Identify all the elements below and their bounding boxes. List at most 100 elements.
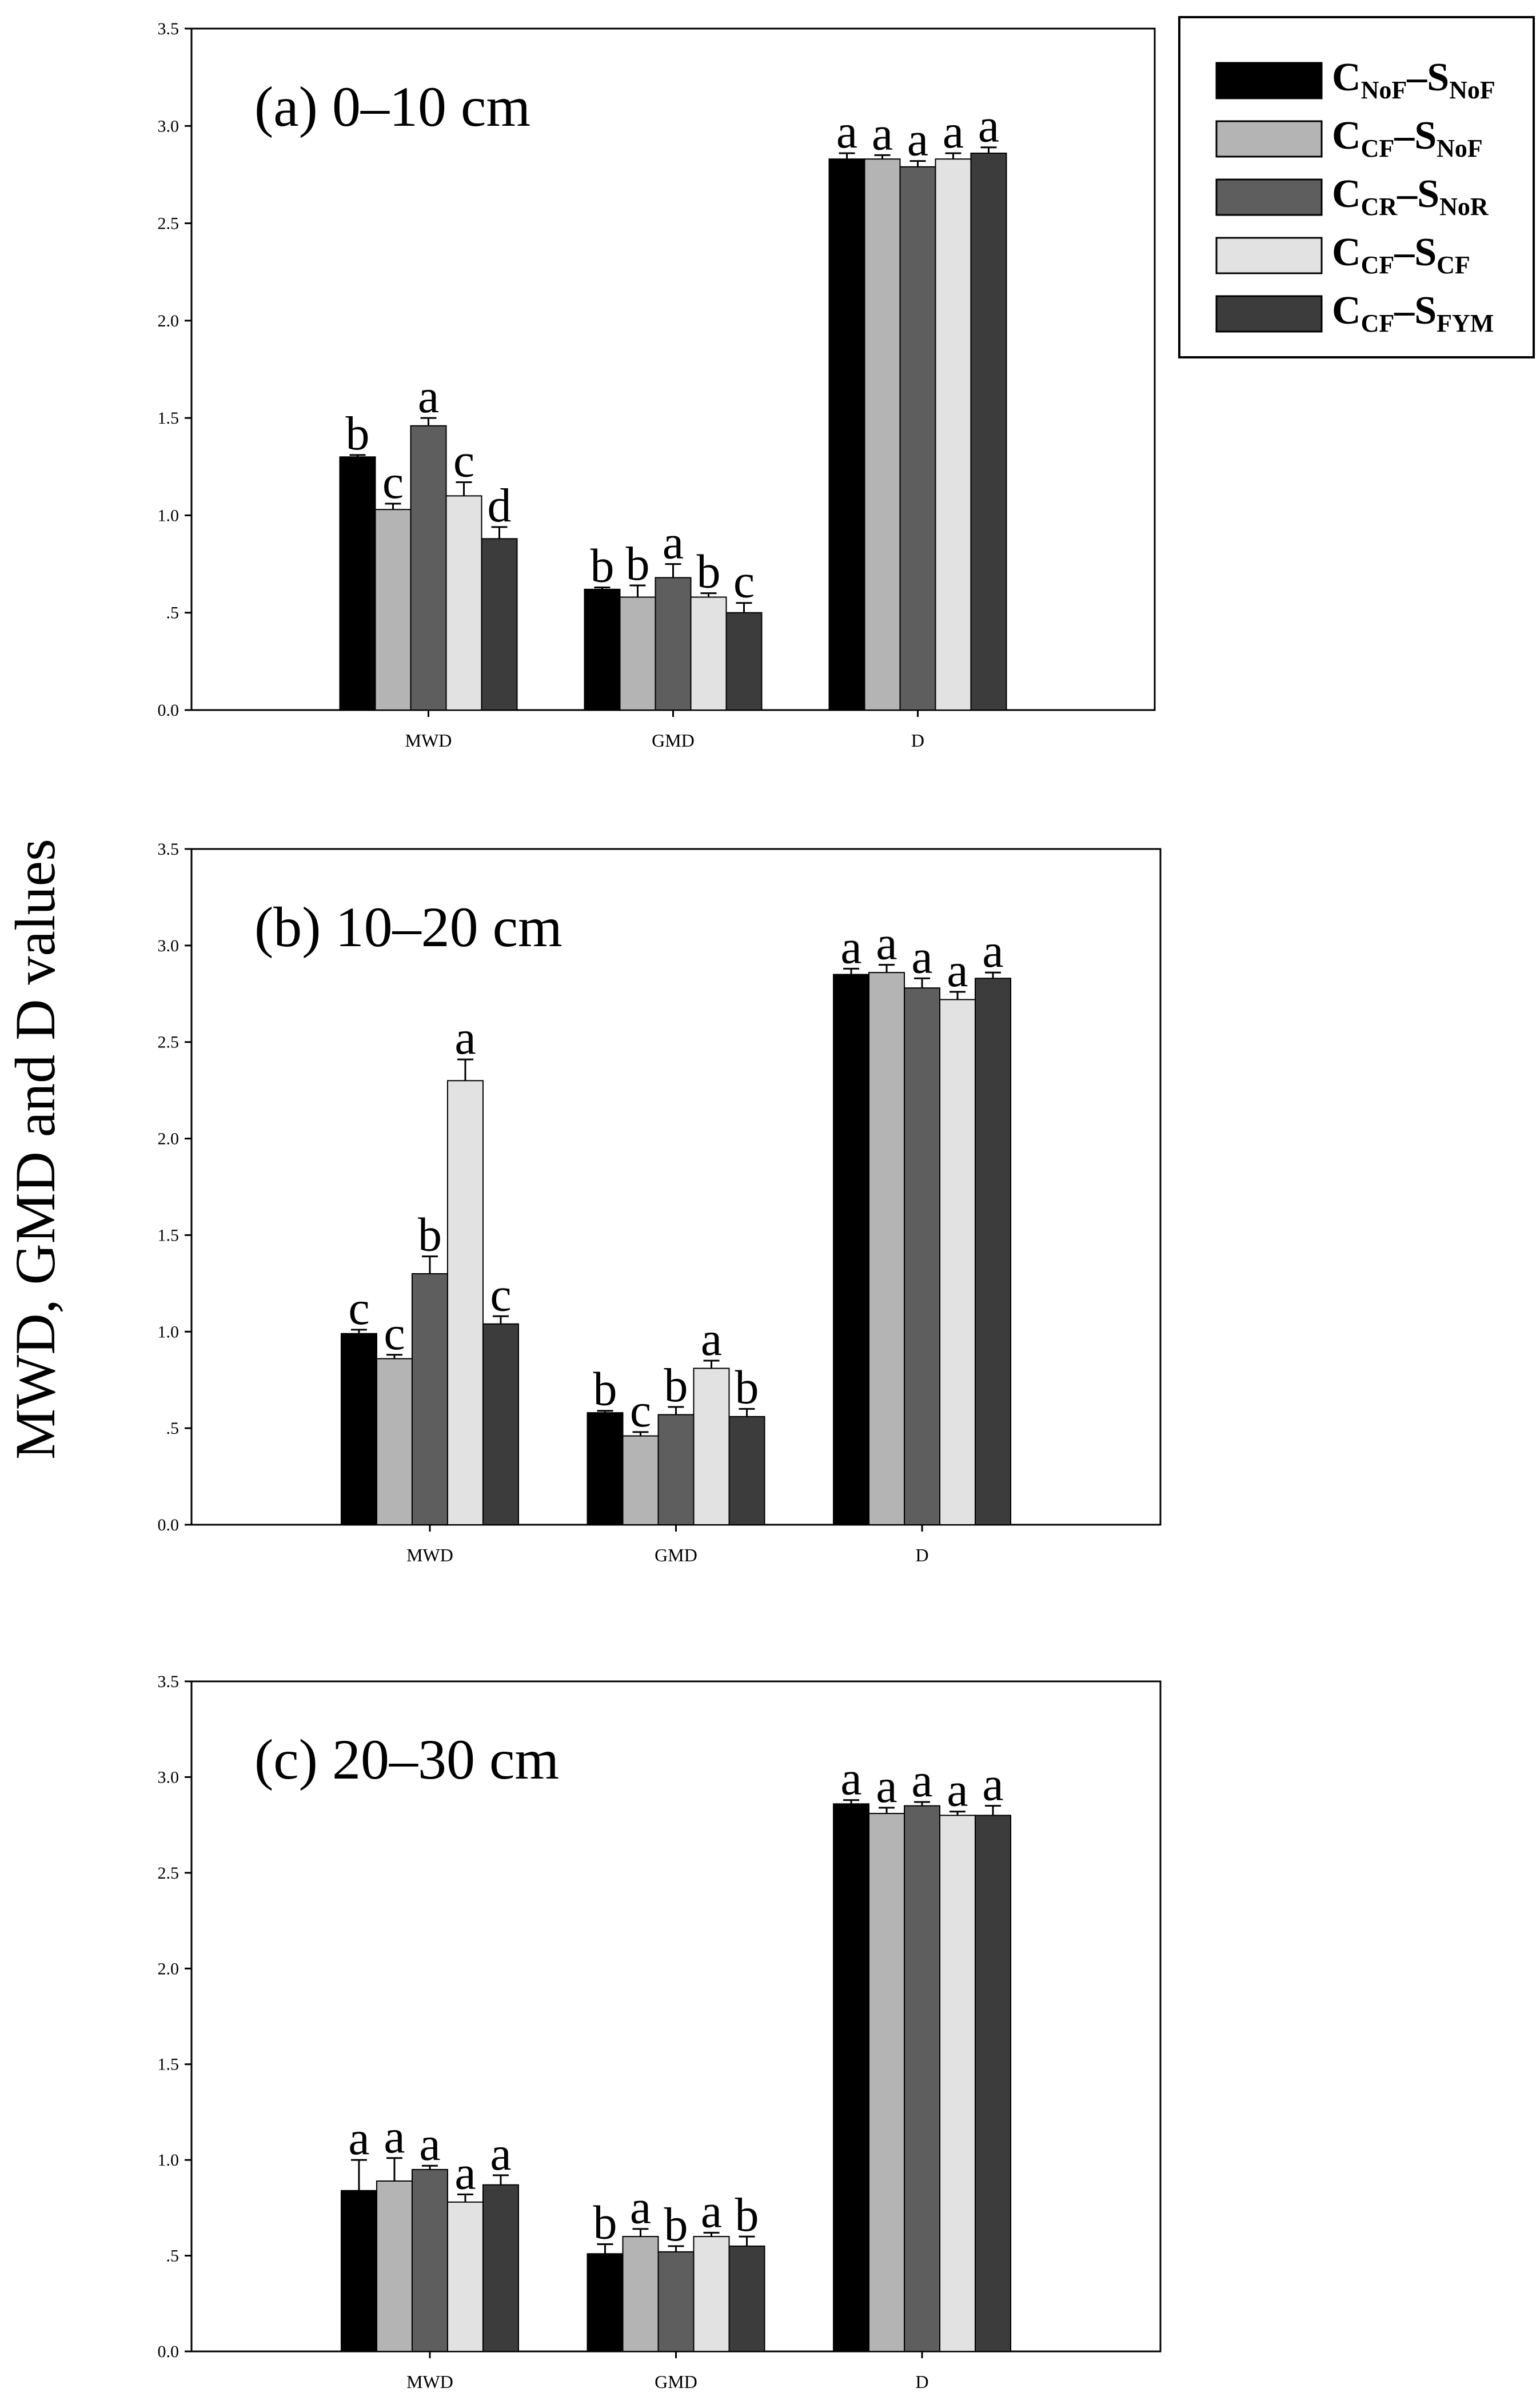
significance-letter: a [978,99,999,153]
significance-letter: a [876,1760,897,1813]
bar [868,1813,905,2353]
significance-letter: a [911,1754,932,1807]
y-tick-label: 0.0 [158,1516,179,1534]
legend-label: CCR–SNoR [1332,172,1489,221]
legend: CNoF–SNoF CCF–SNoF CCR–SNoR CCF–SCF CCF–SFYM [1178,16,1535,358]
bar [655,577,692,711]
y-tick-label: 3.0 [158,117,179,135]
y-tick-label: 3.5 [158,840,179,859]
significance-letter: a [982,1758,1003,1811]
significance-letter: a [701,2184,722,2238]
bar [376,2180,413,2352]
significance-letter: b [418,1209,442,1262]
x-tick-label: GMD [655,2371,697,2392]
bar [939,1815,976,2352]
significance-letter: a [982,924,1003,978]
legend-label: CCF–SFYM [1332,289,1494,337]
legend-swatch [1215,178,1323,216]
y-tick-label: 3.5 [158,19,179,38]
significance-letter: c [630,1384,651,1437]
bar [622,2236,659,2352]
bar [622,1435,659,1525]
significance-letter: b [591,539,615,592]
y-tick-label: 2.5 [158,1033,179,1052]
y-tick-label: 2.5 [158,1864,179,1883]
x-tick-label: D [915,1545,928,1565]
legend-item: CCF–SCF [1215,230,1470,279]
bar [828,158,865,711]
bar [939,999,976,1525]
y-tick-label: 3.5 [158,1672,179,1691]
y-tick-label: 0.0 [158,701,179,720]
x-tick-label: MWD [406,1545,453,1565]
legend-item: CCF–SNoF [1215,114,1483,162]
bar [482,2184,519,2353]
bar [899,166,936,711]
bar [970,152,1007,711]
bar [411,2168,448,2353]
significance-letter: b [664,2198,688,2251]
bar [657,1414,695,1526]
bar [376,1358,413,1525]
significance-letter: d [488,479,512,532]
significance-letter: b [697,545,721,599]
significance-letter: a [490,2127,511,2180]
y-tick-label: 3.0 [158,1768,179,1787]
significance-letter: a [836,105,857,158]
bar [975,978,1012,1525]
y-tick-label: 1.0 [158,2151,179,2170]
bar [975,1815,1012,2352]
y-axis-label: MWD, GMD and D values [3,839,67,1460]
y-tick-label: 3.0 [158,936,179,955]
y-tick-label: 1.5 [158,1226,179,1245]
bar [868,972,905,1525]
bar [584,588,621,711]
legend-item: CNoF–SNoF [1215,55,1495,104]
significance-letter: c [348,1282,369,1335]
chart-panel-1: 0.0.51.01.52.02.53.03.5(a) 0–10 cmMWDbca… [158,19,1156,751]
y-tick-label: 1.5 [158,2055,179,2074]
bar [728,2245,765,2353]
significance-letter: b [593,2196,617,2249]
significance-letter: a [840,1752,861,1805]
significance-letter: a [947,944,968,997]
significance-letter: c [733,555,755,608]
significance-letter: b [346,407,370,460]
bar [904,1805,941,2353]
significance-letter: c [384,1307,405,1360]
significance-letter: a [947,1764,968,1817]
y-tick-label: .5 [166,1419,179,1438]
y-tick-label: 2.0 [158,312,179,330]
bar [446,2201,484,2353]
significance-letter: a [454,1011,476,1065]
bar [833,974,870,1525]
y-tick-label: 1.5 [158,409,179,428]
legend-label: CCF–SCF [1332,230,1470,279]
significance-letter: b [735,1361,759,1414]
significance-letter: a [348,2112,369,2165]
legend-label: CCF–SNoF [1332,114,1483,162]
x-tick-label: MWD [406,2371,453,2392]
significance-letter: a [907,113,928,166]
significance-letter: c [490,1268,511,1321]
y-tick-label: 2.5 [158,214,179,233]
bar [587,2253,624,2353]
bar [690,596,727,711]
significance-letter: a [419,2118,440,2171]
bar [904,987,941,1525]
legend-swatch [1215,62,1323,99]
bar [482,1323,519,1525]
significance-letter: a [418,370,439,423]
significance-letter: a [663,516,684,569]
y-tick-label: .5 [166,604,179,623]
significance-letter: b [593,1363,617,1416]
x-tick-label: GMD [652,730,695,751]
bar [725,612,763,711]
legend-swatch [1215,295,1323,333]
significance-letter: a [876,917,897,970]
legend-item: CCF–SFYM [1215,289,1494,337]
bar [935,158,972,711]
bar [411,1273,448,1525]
x-tick-label: MWD [405,730,452,751]
